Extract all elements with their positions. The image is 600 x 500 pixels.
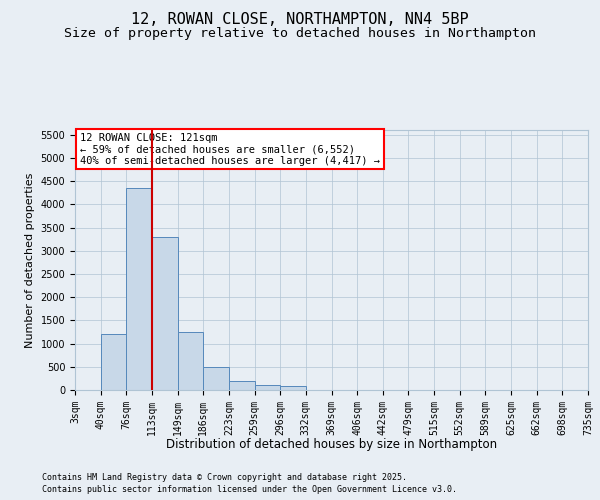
Bar (127, 188, 152, 390)
Text: 12, ROWAN CLOSE, NORTHAMPTON, NN4 5BP: 12, ROWAN CLOSE, NORTHAMPTON, NN4 5BP (131, 12, 469, 28)
Bar (178, 332, 203, 390)
Text: Contains HM Land Registry data © Crown copyright and database right 2025.: Contains HM Land Registry data © Crown c… (42, 472, 407, 482)
Text: Size of property relative to detached houses in Northampton: Size of property relative to detached ho… (64, 28, 536, 40)
Bar (280, 386, 306, 390)
Bar (203, 367, 229, 390)
Y-axis label: Number of detached properties: Number of detached properties (25, 172, 35, 348)
Bar (101, 334, 127, 390)
X-axis label: Distribution of detached houses by size in Northampton: Distribution of detached houses by size … (166, 438, 497, 451)
Text: 12 ROWAN CLOSE: 121sqm
← 59% of detached houses are smaller (6,552)
40% of semi-: 12 ROWAN CLOSE: 121sqm ← 59% of detached… (80, 132, 380, 166)
Bar (254, 386, 280, 390)
Text: Contains public sector information licensed under the Open Government Licence v3: Contains public sector information licen… (42, 485, 457, 494)
Bar (152, 237, 178, 390)
Bar (229, 380, 254, 390)
